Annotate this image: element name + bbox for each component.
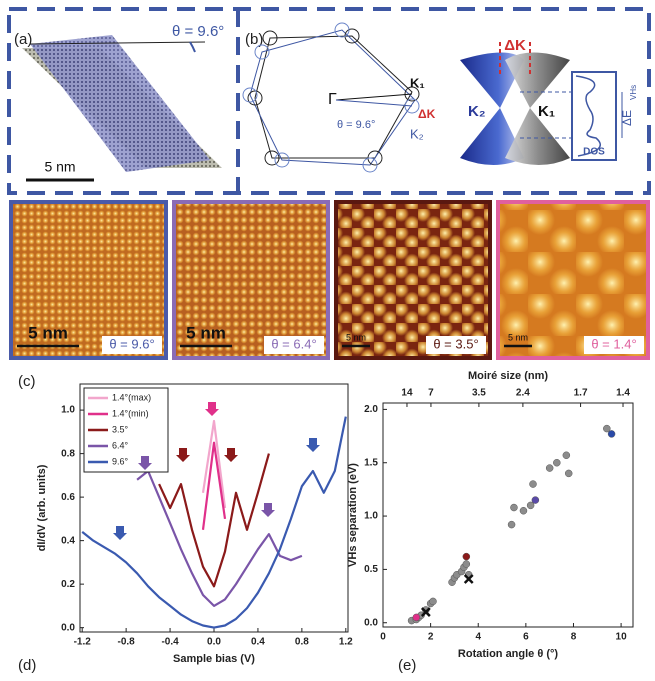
- x-tick-label: 4: [475, 632, 481, 643]
- panel-label: (d): [18, 657, 36, 674]
- scatter-point: [510, 504, 517, 511]
- scatter-point: [530, 481, 537, 488]
- x-tick-label: -1.2: [74, 637, 92, 648]
- scatter-point: [430, 598, 437, 605]
- y-tick-label: 1.0: [61, 405, 75, 416]
- y-tick-label: 0.6: [61, 492, 75, 503]
- y-tick-label: 0.0: [364, 617, 378, 628]
- legend-label: 1.4°(min): [112, 408, 149, 418]
- x-tick-label: 10: [616, 632, 628, 643]
- x2-tick-label: 1.4: [616, 388, 630, 399]
- x-tick-label: 0.8: [295, 637, 309, 648]
- y-tick-label: 0.4: [61, 535, 75, 546]
- peak-arrow: [113, 526, 127, 540]
- scatter-point: [563, 452, 570, 459]
- scatter-point: [608, 430, 615, 437]
- x2-tick-label: 7: [428, 388, 434, 399]
- x-tick-label: -0.4: [161, 637, 179, 648]
- legend-label: 9.6°: [112, 456, 129, 466]
- x-tick-label: 6: [523, 632, 529, 643]
- y-tick-label: 0.5: [364, 564, 378, 575]
- peak-arrow: [176, 448, 190, 462]
- angle-label: θ = 9.6°: [337, 119, 375, 131]
- scatter-point: [546, 465, 553, 472]
- panel-label: (e): [398, 657, 416, 674]
- x2-tick-label: 1.7: [574, 388, 588, 399]
- scatter-point: [553, 459, 560, 466]
- delta-k-label: ΔK: [418, 107, 436, 121]
- lattice-layer: [30, 35, 210, 172]
- delta-k-label: ΔK: [504, 37, 526, 54]
- x2-tick-label: 14: [401, 388, 413, 399]
- scatter-point: [413, 614, 420, 621]
- x2-tick-label: 2.4: [516, 388, 530, 399]
- y-tick-label: 1.5: [364, 457, 378, 468]
- panel-label: (c): [18, 373, 36, 390]
- peak-arrow: [261, 503, 275, 517]
- charts: -1.2 -0.8 -0.4 0.0 0.4 0.8 1.2 0.0 0.2 0.4 0.6 0.8 1…: [36, 370, 633, 665]
- angle-label: θ = 9.6°: [109, 336, 154, 351]
- x-tick-label: 0.4: [251, 637, 265, 648]
- x-tick-label: 0: [380, 632, 386, 643]
- scatter-point: [532, 497, 539, 504]
- y-tick-label: 2.0: [364, 404, 378, 415]
- scale-label: 5 nm: [346, 332, 366, 342]
- legend-label: 6.4°: [112, 440, 129, 450]
- y-axis-label: VHs separation (eV): [347, 463, 359, 567]
- x-tick-label: 1.2: [339, 637, 353, 648]
- k1-label: K₁: [538, 103, 555, 120]
- legend-label: 3.5°: [112, 424, 129, 434]
- x-tick-label: 8: [571, 632, 577, 643]
- scale-label: 5 nm: [28, 323, 68, 342]
- scatter-point: [463, 553, 470, 560]
- scale-label: 5 nm: [508, 332, 528, 342]
- x-axis-label: Sample bias (V): [173, 653, 255, 665]
- stm-row: 5 nm θ = 9.6° 5 nm θ = 6.4° 5 nm θ = 3.5° 5 nm…: [11, 202, 648, 358]
- gamma-label: Γ: [328, 91, 337, 108]
- scale-label: 5 nm: [44, 159, 75, 175]
- y-tick-label: 0.8: [61, 448, 75, 459]
- x2-tick-label: 3.5: [472, 388, 486, 399]
- figure: (a) θ = 9.6° 5 nm (b) Γ θ = 9.6° ΔK K₁ K…: [0, 0, 655, 681]
- k2-label: K₂: [468, 103, 486, 120]
- angle-arc: [190, 42, 195, 52]
- panel-label: (a): [14, 31, 32, 48]
- delta-e-sub: VHs: [629, 85, 638, 100]
- angle-label: θ = 1.4°: [591, 336, 636, 351]
- y-axis-label: dI/dV (arb. units): [36, 464, 48, 551]
- series-line: [159, 454, 269, 587]
- peak-arrow: [306, 438, 320, 452]
- y-tick-label: 0.2: [61, 579, 75, 590]
- angle-label: θ = 3.5°: [433, 336, 478, 351]
- k2-label: K₂: [410, 126, 424, 141]
- scatter-point: [520, 507, 527, 514]
- x-tick-label: 2: [428, 632, 434, 643]
- scatter-point: [463, 561, 470, 568]
- scatter-point: [565, 470, 572, 477]
- peak-arrow: [205, 402, 219, 416]
- cone: [505, 53, 570, 109]
- dos-label: DOS: [583, 147, 605, 158]
- k-line: [336, 100, 412, 106]
- y-tick-label: 0.0: [61, 622, 75, 633]
- plot-frame: [383, 403, 633, 627]
- x-tick-label: 0.0: [207, 637, 221, 648]
- k1-label: K₁: [410, 75, 425, 90]
- k-line: [336, 94, 412, 100]
- scale-label: 5 nm: [186, 323, 226, 342]
- x-axis-label: Rotation angle θ (°): [458, 648, 559, 660]
- angle-label: θ = 9.6°: [172, 23, 224, 40]
- angle-label: θ = 6.4°: [271, 336, 316, 351]
- y-tick-label: 1.0: [364, 511, 378, 522]
- peak-arrow: [224, 448, 238, 462]
- legend-label: 1.4°(max): [112, 392, 151, 402]
- x2-axis-label: Moiré size (nm): [468, 370, 548, 382]
- scatter-point: [508, 521, 515, 528]
- x-tick-label: -0.8: [118, 637, 136, 648]
